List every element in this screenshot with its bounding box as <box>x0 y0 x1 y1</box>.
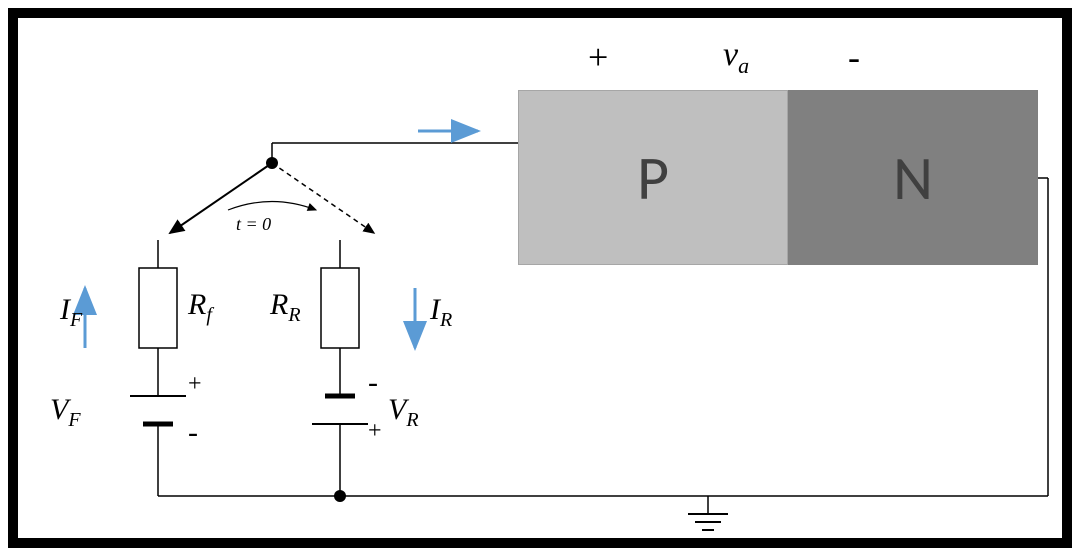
switch-motion-arc <box>228 202 316 211</box>
frame-outer: P N + va - <box>8 8 1072 548</box>
vr-plus: + <box>368 418 382 445</box>
ir-label: IR <box>430 293 452 332</box>
resistor-rf <box>139 268 177 348</box>
if-label: IF <box>60 293 82 332</box>
rr-label: RR <box>270 288 301 327</box>
switch-arm-right <box>272 163 374 233</box>
vr-minus: - <box>368 366 378 400</box>
frame-inner: P N + va - <box>18 18 1062 538</box>
vf-plus: + <box>188 371 202 398</box>
resistor-rr <box>321 268 359 348</box>
vf-minus: - <box>188 416 198 450</box>
vf-label: VF <box>50 393 81 432</box>
circuit-svg <box>18 18 1062 538</box>
rf-label: Rf <box>188 288 212 327</box>
vr-label: VR <box>388 393 419 432</box>
t0-label: t = 0 <box>236 214 271 235</box>
